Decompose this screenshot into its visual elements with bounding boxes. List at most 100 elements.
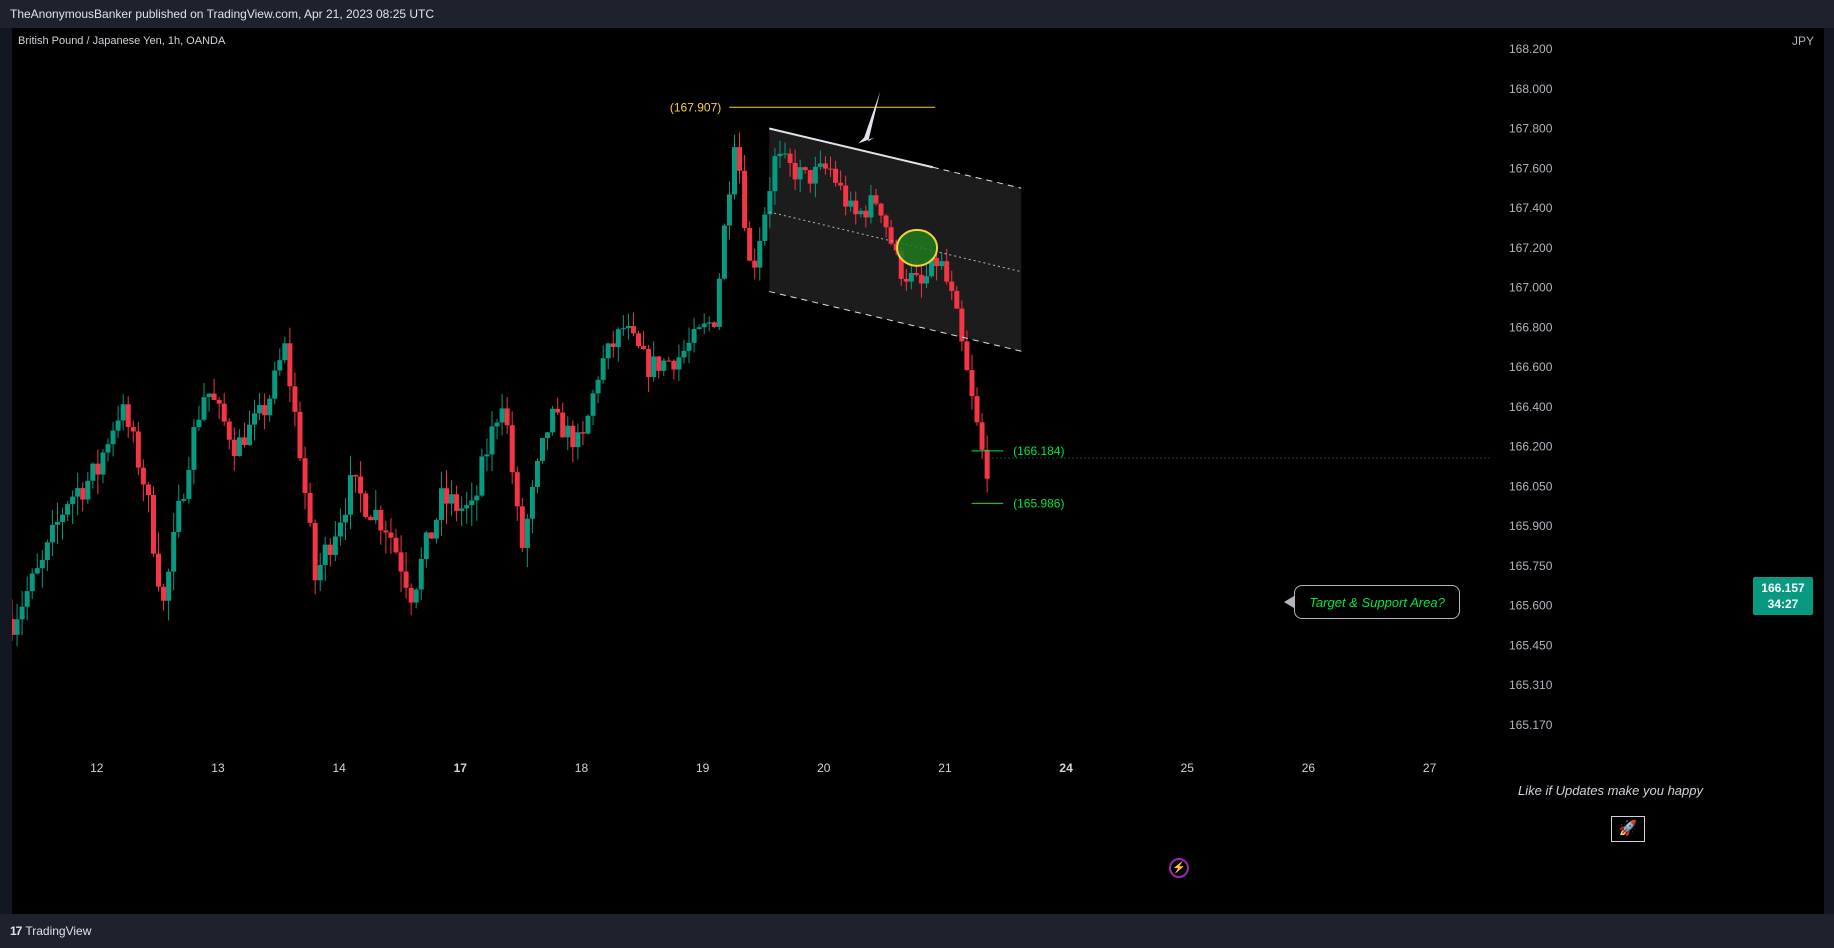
candle-body [312, 522, 318, 581]
candle-body [625, 326, 631, 329]
candle-body [428, 532, 434, 539]
candle-body [742, 170, 748, 228]
candle-body [979, 422, 985, 450]
candle-body [262, 405, 268, 416]
candle-body [423, 532, 429, 559]
y-tick-label: 166.050 [1509, 479, 1553, 493]
candle-body [418, 558, 424, 590]
candle-body [802, 167, 808, 171]
candle-body [161, 586, 167, 601]
candle-body [792, 162, 798, 180]
candle-body [373, 509, 379, 521]
candle-body [206, 393, 212, 398]
like-note: Like if Updates make you happy [1518, 783, 1703, 798]
candle-body [171, 531, 177, 572]
candle-body [509, 425, 515, 473]
candle-body [156, 553, 162, 587]
candle-body [656, 356, 662, 371]
candle-body [923, 276, 929, 284]
candle-body [913, 272, 919, 275]
x-tick-label: 14 [332, 761, 346, 775]
candle-body [570, 425, 576, 448]
footer-bar: 17 TradingView [0, 914, 1834, 948]
high-level-label: (167.907) [670, 100, 721, 114]
candle-body [681, 350, 687, 358]
candle-body [449, 494, 455, 504]
candle-body [246, 424, 252, 446]
candle-body [636, 333, 642, 347]
candle-body [555, 408, 561, 413]
candle-body [80, 488, 86, 500]
candle-body [737, 147, 743, 171]
candle-body [140, 467, 146, 485]
candle-body [519, 506, 525, 548]
candle-body [529, 486, 535, 519]
candle-body [494, 422, 500, 427]
candle-body [54, 521, 60, 525]
chart-area[interactable]: 168.200 168.000 167.800 167.600 167.400 167.2… [12, 28, 1824, 914]
candle-body [368, 516, 374, 521]
candle-body [317, 564, 323, 581]
bar-countdown: 34:27 [1767, 597, 1799, 611]
candle-body [610, 343, 616, 348]
price-chart[interactable]: 168.200 168.000 167.800 167.600 167.400 167.2… [12, 28, 1824, 914]
candle-body [545, 432, 551, 439]
candle-body [908, 272, 914, 282]
candle-body [499, 408, 505, 423]
candle-body [949, 281, 955, 291]
candle-body [221, 403, 227, 422]
candle-body [19, 606, 25, 620]
candle-body [827, 168, 833, 170]
x-tick-label: 24 [1059, 761, 1073, 775]
candle-body [757, 240, 763, 268]
candle-body [201, 397, 207, 420]
candle-body [44, 542, 50, 561]
candle-body [838, 182, 844, 186]
event-marker[interactable]: ⚡ [1169, 858, 1189, 878]
candle-body [777, 153, 783, 157]
channel-midline [769, 211, 1022, 273]
y-tick-label: 168.000 [1509, 82, 1553, 96]
candle-body [595, 379, 601, 394]
y-tick-label: 165.170 [1509, 718, 1553, 732]
candle-body [934, 258, 940, 267]
tradingview-logo[interactable]: 17 TradingView [10, 924, 91, 938]
candle-body [378, 509, 384, 531]
x-tick-label: 19 [696, 761, 710, 775]
candle-body [135, 431, 141, 468]
candle-body [959, 308, 965, 342]
candle-body [534, 460, 540, 487]
highlight-circle [896, 228, 939, 267]
rocket-boost-button[interactable]: 🚀 [1611, 816, 1645, 842]
candle-body [560, 412, 566, 438]
candle-body [822, 163, 828, 169]
lightning-icon: ⚡ [1172, 862, 1186, 874]
candle-body [954, 290, 960, 309]
candle-body [726, 194, 732, 226]
candle-body [353, 475, 359, 477]
candle-body [716, 278, 722, 327]
candle-body [706, 322, 712, 324]
candle-body [363, 493, 369, 517]
candle-body [322, 544, 328, 565]
candle-body [646, 348, 652, 378]
candle-body [918, 274, 924, 284]
candle-body [615, 329, 621, 348]
candle-body [459, 508, 465, 511]
y-tick-label: 168.200 [1509, 42, 1553, 56]
candle-body [85, 480, 91, 500]
candle-body [984, 449, 990, 479]
candle-body [241, 437, 247, 446]
candle-body [257, 405, 263, 414]
candle-body [782, 153, 788, 155]
candle-body [464, 505, 470, 509]
candle-body [873, 195, 879, 204]
candle-body [358, 476, 364, 494]
target-callout: Target & Support Area? [1294, 585, 1460, 619]
candle-body [277, 360, 283, 371]
candle-body [843, 185, 849, 207]
tradingview-logo-icon: 17 [10, 924, 22, 938]
candle-body [408, 587, 414, 603]
candle-body [433, 519, 439, 539]
candle-body [105, 444, 111, 453]
